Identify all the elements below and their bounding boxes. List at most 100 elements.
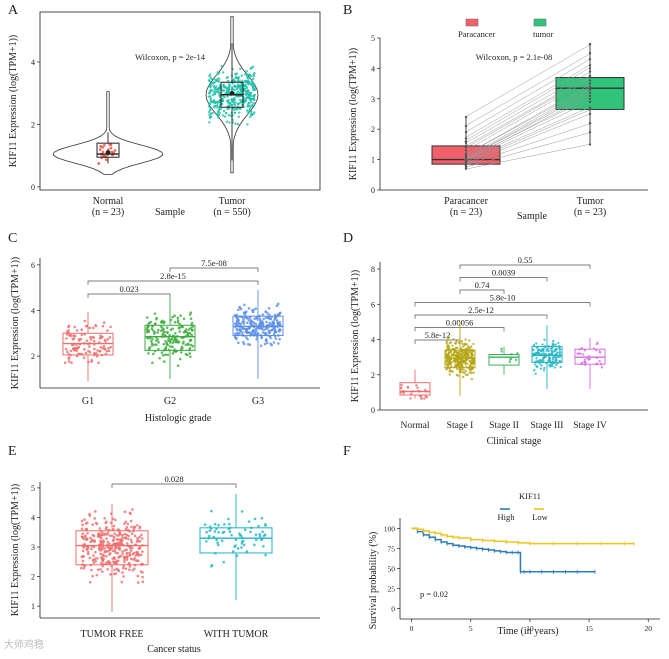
panel-e-with-tumor-point — [208, 525, 212, 528]
panel-e-tumor-free-point — [115, 541, 119, 545]
panel-a-normal-point — [101, 150, 105, 154]
panel-c-g1-point — [73, 334, 77, 338]
panel-a-y-axis-label: KIF11 Expression (log(TPM+1)) — [8, 35, 19, 167]
panel-c-g2-point — [158, 356, 161, 360]
panel-c-g2-point — [151, 337, 154, 341]
panel-d-stage-i-point — [469, 355, 473, 359]
panel-f-x-tick-label: 5 — [469, 624, 473, 633]
panel-e-tumor-free-point — [111, 534, 114, 538]
panel-e-tumor-free-point — [130, 532, 134, 536]
panel-e-tumor-free-point — [86, 531, 89, 535]
panel-c-g2-point — [173, 335, 177, 339]
panel-d-stage-iii-point — [547, 349, 550, 353]
panel-d-stage-iv-point — [583, 358, 587, 361]
panel-c-g2-point — [146, 316, 149, 319]
panel-b-x-axis-label: Sample — [517, 211, 548, 222]
panel-b-y-tick-label: 4 — [371, 64, 375, 73]
panel-d-stage-iv-point — [580, 362, 583, 366]
panel-d-stage-i-point — [447, 359, 451, 363]
panel-d-comparison-pvalue: 0.74 — [475, 280, 491, 290]
panel-e-tumor-free-point — [113, 557, 116, 561]
panel-d-stage-iv-point — [578, 348, 581, 351]
panel-e-tumor-free-point — [85, 528, 89, 532]
panel-d-stage-i-point — [464, 361, 467, 365]
panel-a-tumor-point — [252, 101, 255, 105]
panel-e-with-tumor-point — [247, 520, 251, 523]
panel-c-g2-point — [166, 331, 169, 334]
panel-c-g3-point — [238, 306, 242, 309]
panel-c-g3-point — [274, 337, 278, 340]
panel-c-g3-point — [264, 310, 268, 314]
panel-d-comparison-bracket — [459, 289, 505, 294]
panel-e-with-tumor-point — [240, 510, 244, 513]
panel-a-tumor-point — [210, 101, 214, 104]
panel-c-g2-point — [149, 340, 153, 343]
panel-e-tumor-free-point — [100, 555, 103, 559]
panel-c-y-tick-label: 4 — [31, 306, 35, 315]
panel-c-g1-point — [72, 343, 75, 347]
panel-c-comparison-bracket — [169, 267, 259, 272]
panel-a-tumor-point — [249, 115, 252, 119]
panel-c-g3-point — [268, 330, 271, 334]
panel-d-stage-i-point — [471, 365, 474, 368]
panel-d-stage-i-point — [446, 355, 449, 358]
panel-d-stage-i-point — [465, 365, 468, 369]
panel-d-stage-iii-point — [547, 360, 550, 363]
panel-c-g1-point — [83, 348, 86, 351]
panel-e-tumor-free-point — [124, 567, 128, 570]
panel-a-tumor-point — [238, 91, 241, 94]
panel-e-x-axis-label: Cancer status — [147, 644, 201, 655]
panel-f-x-tick-label: 0 — [410, 624, 414, 633]
panel-e-tumor-free-point — [88, 580, 92, 584]
panel-d-stage-i-point — [455, 373, 459, 377]
panel-e-tumor-free-point — [111, 539, 115, 543]
panel-c-g2-point — [189, 355, 192, 359]
panel-a-normal-point — [104, 158, 108, 162]
panel-d-stage-i-point — [467, 346, 470, 350]
panel-e-tumor-free-point — [94, 550, 97, 554]
panel-e-tumor-free-point — [132, 529, 135, 533]
panel-c-g1-point — [106, 329, 109, 332]
panel-e-tumor-free-point — [121, 550, 124, 553]
panel-c-g1-point — [79, 337, 83, 341]
panel-e-with-tumor-point — [242, 543, 246, 547]
panel-e-with-tumor-point — [227, 522, 231, 526]
panel-d-comparison-bracket — [459, 264, 591, 269]
panel-e-tumor-free-point — [83, 518, 86, 521]
panel-d-normal-point — [401, 389, 405, 393]
panel-b-n-label: (n = 23) — [574, 207, 606, 218]
panel-a-tumor-point — [249, 82, 253, 86]
panel-a-tumor-point — [215, 100, 219, 103]
panel-e-tumor-free-point — [105, 537, 108, 540]
panel-c-g1-point — [67, 357, 71, 360]
panel-c-g2-point — [179, 314, 182, 317]
panel-e-with-tumor-box — [199, 527, 273, 554]
panel-e-with-tumor-point — [249, 530, 252, 534]
panel-c-g3-point — [236, 324, 240, 328]
panel-c-g3-point — [242, 311, 246, 314]
panel-e-tumor-free-point — [99, 539, 102, 543]
panel-c-g3-point — [278, 337, 281, 341]
panel-b-y-tick-label: 3 — [371, 95, 375, 104]
panel-a-tumor-point — [220, 65, 223, 68]
panel-b-tumor-point — [588, 121, 592, 125]
panel-c-g2-point — [165, 342, 168, 346]
panel-d-stage-i-point — [451, 354, 454, 357]
panel-d-x-tick-label: Stage I — [447, 421, 474, 431]
panel-e-with-tumor-point — [216, 541, 219, 545]
panel-c-g1-point — [104, 352, 108, 356]
panel-f-y-tick-label: 25 — [388, 585, 396, 594]
panel-e-tumor-free-point — [86, 548, 89, 552]
panel-c-g3-point — [240, 326, 244, 329]
panel-a-tumor-point — [232, 108, 236, 112]
panel-a-tumor-point — [227, 88, 231, 92]
panel-c-g3-point — [262, 317, 266, 321]
panel-e-tumor-free-point — [108, 553, 111, 556]
panel-c-g1-point — [109, 325, 112, 329]
panel-e-tumor-free-point — [92, 561, 96, 564]
panel-c-g2-point — [184, 343, 188, 347]
panel-e-with-tumor-point — [209, 527, 213, 531]
panel-d-stage-i-point — [464, 354, 467, 357]
panel-d-stage-iii-point — [553, 361, 557, 365]
panel-e-tumor-free-point — [125, 552, 129, 555]
